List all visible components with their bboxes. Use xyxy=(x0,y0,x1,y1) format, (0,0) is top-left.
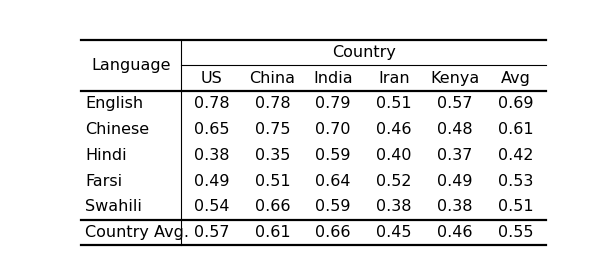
Text: 0.75: 0.75 xyxy=(255,122,290,137)
Text: 0.55: 0.55 xyxy=(498,225,534,240)
Text: 0.54: 0.54 xyxy=(194,199,230,214)
Text: 0.65: 0.65 xyxy=(194,122,230,137)
Text: 0.40: 0.40 xyxy=(376,148,412,163)
Text: 0.51: 0.51 xyxy=(498,199,534,214)
Text: Kenya: Kenya xyxy=(430,71,479,86)
Text: 0.48: 0.48 xyxy=(437,122,472,137)
Text: 0.38: 0.38 xyxy=(437,199,472,214)
Text: 0.64: 0.64 xyxy=(315,173,351,188)
Text: 0.57: 0.57 xyxy=(437,96,472,111)
Text: Swahili: Swahili xyxy=(85,199,142,214)
Text: Farsi: Farsi xyxy=(85,173,122,188)
Text: Avg: Avg xyxy=(501,71,531,86)
Text: 0.49: 0.49 xyxy=(194,173,230,188)
Text: China: China xyxy=(250,71,296,86)
Text: 0.51: 0.51 xyxy=(255,173,290,188)
Text: 0.66: 0.66 xyxy=(255,199,290,214)
Text: 0.49: 0.49 xyxy=(437,173,472,188)
Text: Country: Country xyxy=(332,45,395,60)
Text: 0.46: 0.46 xyxy=(437,225,472,240)
Text: 0.69: 0.69 xyxy=(498,96,534,111)
Text: 0.46: 0.46 xyxy=(376,122,412,137)
Text: Iran: Iran xyxy=(378,71,410,86)
Text: 0.38: 0.38 xyxy=(194,148,230,163)
Text: Hindi: Hindi xyxy=(85,148,127,163)
Text: 0.37: 0.37 xyxy=(437,148,472,163)
Text: 0.78: 0.78 xyxy=(194,96,230,111)
Text: Language: Language xyxy=(91,58,171,73)
Text: 0.59: 0.59 xyxy=(315,148,351,163)
Text: 0.70: 0.70 xyxy=(315,122,351,137)
Text: 0.45: 0.45 xyxy=(376,225,412,240)
Text: 0.51: 0.51 xyxy=(376,96,412,111)
Text: Chinese: Chinese xyxy=(85,122,149,137)
Text: 0.38: 0.38 xyxy=(376,199,412,214)
Text: 0.52: 0.52 xyxy=(376,173,412,188)
Text: 0.79: 0.79 xyxy=(315,96,351,111)
Text: 0.66: 0.66 xyxy=(315,225,351,240)
Text: 0.61: 0.61 xyxy=(255,225,290,240)
Text: 0.59: 0.59 xyxy=(315,199,351,214)
Text: 0.61: 0.61 xyxy=(498,122,534,137)
Text: Country Avg.: Country Avg. xyxy=(85,225,189,240)
Text: English: English xyxy=(85,96,143,111)
Text: 0.57: 0.57 xyxy=(194,225,230,240)
Text: India: India xyxy=(313,71,353,86)
Text: 0.78: 0.78 xyxy=(255,96,290,111)
Text: 0.53: 0.53 xyxy=(498,173,533,188)
Text: US: US xyxy=(201,71,222,86)
Text: 0.35: 0.35 xyxy=(255,148,290,163)
Text: 0.42: 0.42 xyxy=(498,148,534,163)
